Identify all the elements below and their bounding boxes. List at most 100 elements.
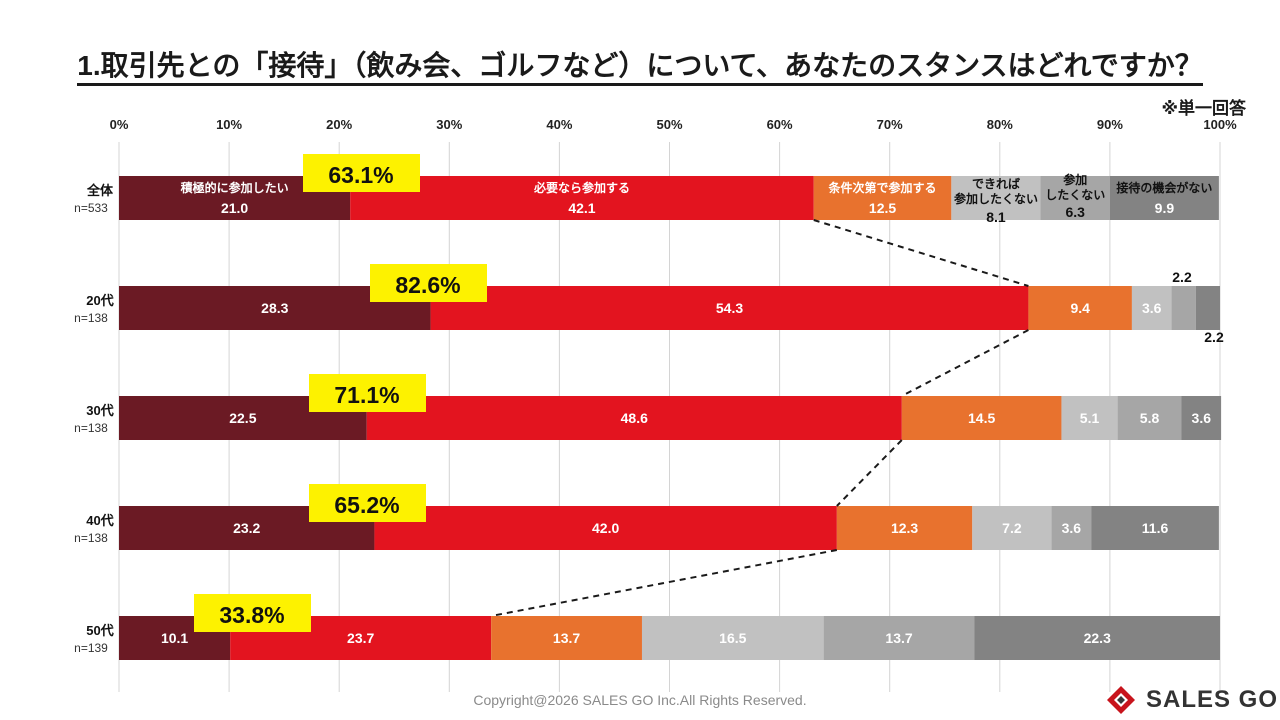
value-label: 13.7 [885, 630, 912, 646]
x-tick-label: 70% [877, 117, 903, 132]
value-label: 42.0 [592, 520, 619, 536]
series-name-label: 接待の機会がない [1116, 180, 1212, 195]
value-label: 22.3 [1084, 630, 1111, 646]
total-badge-label: 71.1% [334, 382, 399, 408]
x-tick-label: 30% [436, 117, 462, 132]
x-tick-label: 20% [326, 117, 352, 132]
category-n-label: n=139 [74, 641, 108, 655]
value-label: 42.1 [568, 200, 595, 216]
total-badge [303, 154, 420, 192]
bar-segment [836, 506, 973, 550]
bar-segment [813, 176, 952, 220]
value-label: 16.5 [719, 630, 746, 646]
copyright-footer: Copyright@2026 SALES GO Inc.All Rights R… [473, 692, 807, 708]
total-badge [309, 374, 426, 412]
bar-segment [1109, 176, 1219, 220]
category-n-label: n=533 [74, 201, 108, 215]
series-name-label: したくない [1045, 188, 1105, 202]
connector-line [813, 219, 1029, 287]
x-tick-label: 60% [767, 117, 793, 132]
value-label: 9.9 [1155, 200, 1175, 216]
value-label: 11.6 [1142, 520, 1169, 536]
total-badge-label: 82.6% [395, 272, 460, 298]
value-label: 8.1 [986, 209, 1006, 225]
value-label: 2.2 [1172, 269, 1192, 285]
value-label: 22.5 [229, 410, 256, 426]
total-badge-label: 63.1% [328, 162, 393, 188]
chart-title: 1.取引先との「接待」（飲み会、ゴルフなど）について、あなたのスタンスはどれです… [0, 44, 1280, 86]
value-label: 3.6 [1142, 300, 1162, 316]
total-badge-label: 65.2% [334, 492, 399, 518]
value-label: 2.2 [1204, 329, 1224, 345]
bar-segment [823, 616, 975, 660]
value-label: 3.6 [1192, 410, 1212, 426]
bar-segment [1051, 506, 1092, 550]
bar-segment [974, 616, 1220, 660]
category-label: 20代 [86, 293, 113, 308]
value-label: 12.5 [869, 200, 896, 216]
total-badge [194, 594, 311, 632]
bar-segment [1028, 286, 1132, 330]
value-label: 13.7 [553, 630, 580, 646]
x-tick-label: 10% [216, 117, 242, 132]
bar-segment [1091, 506, 1219, 550]
x-tick-label: 90% [1097, 117, 1123, 132]
bar-segment [374, 506, 837, 550]
value-label: 48.6 [621, 410, 648, 426]
category-n-label: n=138 [74, 421, 108, 435]
total-badge [370, 264, 487, 302]
category-label: 40代 [86, 513, 113, 528]
value-label: 54.3 [716, 300, 743, 316]
bar-segment [1195, 286, 1220, 330]
series-name-label: 参加 [1063, 172, 1087, 187]
connector-line [490, 549, 838, 617]
category-label: 全体 [86, 183, 114, 198]
category-label: 30代 [86, 403, 113, 418]
value-label: 5.1 [1080, 410, 1100, 426]
series-name-label: できれば [972, 176, 1020, 191]
bar-segment [951, 176, 1041, 220]
value-label: 7.2 [1002, 520, 1022, 536]
x-tick-label: 100% [1203, 117, 1237, 132]
value-label: 28.3 [261, 300, 288, 316]
value-label: 6.3 [1065, 204, 1085, 220]
category-n-label: n=138 [74, 311, 108, 325]
bar-segment [1061, 396, 1118, 440]
series-name-label: 条件次第で参加する [828, 180, 937, 195]
bar-segment [491, 616, 642, 660]
category-label: 50代 [86, 623, 113, 638]
bar-segment [901, 396, 1062, 440]
total-badge-label: 33.8% [219, 602, 284, 628]
bar-segment [430, 286, 1029, 330]
bar-segment [1117, 396, 1182, 440]
bar-segment [1171, 286, 1196, 330]
bar-segment [1181, 396, 1222, 440]
value-label: 3.6 [1062, 520, 1082, 536]
value-label: 23.7 [347, 630, 374, 646]
company-logo: SALES GO [1106, 684, 1278, 716]
x-tick-label: 50% [656, 117, 682, 132]
value-label: 21.0 [221, 200, 248, 216]
category-n-label: n=138 [74, 531, 108, 545]
x-tick-label: 40% [546, 117, 572, 132]
bar-segment [641, 616, 824, 660]
bar-segment [366, 396, 902, 440]
x-tick-label: 0% [110, 117, 129, 132]
series-name-label: 必要なら参加する [533, 180, 630, 195]
series-name-label: 参加したくない [954, 191, 1038, 206]
value-label: 14.5 [968, 410, 995, 426]
single-answer-note: ※単一回答 [1161, 99, 1246, 118]
bar-segment [350, 176, 814, 220]
value-label: 23.2 [233, 520, 260, 536]
diamond-logo-icon [1107, 686, 1135, 714]
x-tick-label: 80% [987, 117, 1013, 132]
series-name-label: 積極的に参加したい [180, 180, 289, 195]
value-label: 9.4 [1070, 300, 1090, 316]
connector-line [836, 439, 903, 507]
value-label: 5.8 [1140, 410, 1160, 426]
bar-segment [1131, 286, 1172, 330]
bar-segment [972, 506, 1052, 550]
logo-text: SALES GO [1146, 686, 1279, 713]
total-badge [309, 484, 426, 522]
